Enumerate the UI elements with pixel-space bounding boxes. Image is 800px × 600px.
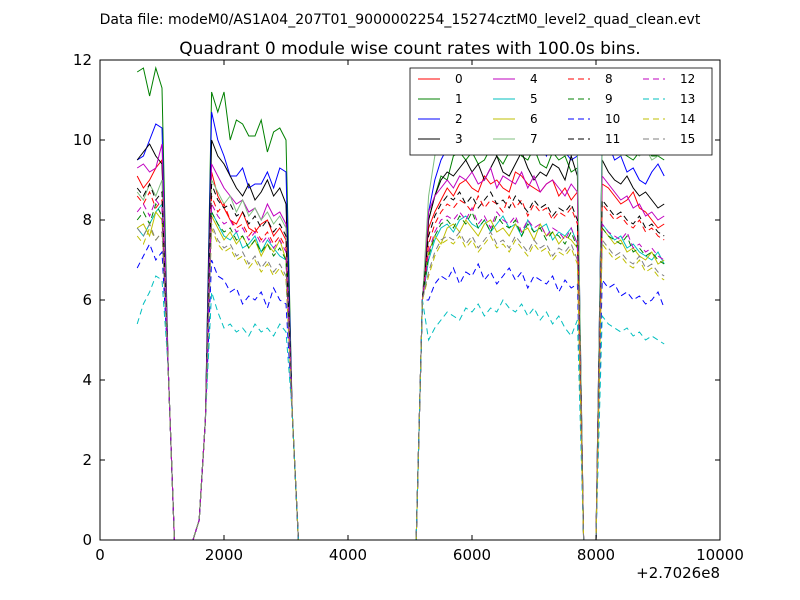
x-tick-label: 2000 <box>205 546 243 564</box>
series-line-13 <box>136 275 665 540</box>
x-tick-label: 10000 <box>696 546 744 564</box>
legend-label-13: 13 <box>680 92 695 106</box>
series-line-14 <box>136 226 665 540</box>
series-line-12 <box>136 198 665 540</box>
legend-label-11: 11 <box>605 132 620 146</box>
series-line-15 <box>136 222 665 540</box>
legend-label-12: 12 <box>680 72 695 86</box>
series-line-1 <box>136 66 665 540</box>
legend-label-4: 4 <box>530 72 538 86</box>
series-layer <box>136 66 665 540</box>
legend-label-7: 7 <box>530 132 538 146</box>
y-tick-label: 8 <box>82 211 92 229</box>
legend-label-2: 2 <box>455 112 463 126</box>
x-tick-label: 8000 <box>577 546 615 564</box>
series-line-11 <box>136 182 665 540</box>
legend-label-10: 10 <box>605 112 620 126</box>
chart-title: Quadrant 0 module wise count rates with … <box>179 39 640 59</box>
series-line-3 <box>136 139 665 540</box>
legend-label-14: 14 <box>680 112 695 126</box>
y-tick-label: 2 <box>82 451 92 469</box>
series-line-9 <box>136 202 665 540</box>
legend-label-15: 15 <box>680 132 695 146</box>
legend-box <box>409 67 713 156</box>
legend-label-6: 6 <box>530 112 538 126</box>
legend-label-5: 5 <box>530 92 538 106</box>
x-tick-label: 0 <box>95 546 105 564</box>
series-line-0 <box>136 158 665 540</box>
y-tick-label: 4 <box>82 371 92 389</box>
legend-label-0: 0 <box>455 72 463 86</box>
legend-label-1: 1 <box>455 92 463 106</box>
x-offset-label: +2.7026e8 <box>636 564 720 582</box>
legend-label-3: 3 <box>455 132 463 146</box>
y-tick-label: 0 <box>82 531 92 549</box>
series-line-4 <box>136 143 665 540</box>
legend-label-8: 8 <box>605 72 613 86</box>
x-tick-label: 6000 <box>453 546 491 564</box>
y-tick-label: 12 <box>73 51 92 69</box>
figure-suptitle: Data file: modeM0/AS1A04_207T01_90000022… <box>100 12 701 28</box>
series-line-2 <box>136 111 665 540</box>
x-tick-label: 4000 <box>329 546 367 564</box>
y-tick-label: 6 <box>82 291 92 309</box>
y-tick-label: 10 <box>73 131 92 149</box>
legend-label-9: 9 <box>605 92 613 106</box>
series-line-8 <box>136 190 665 540</box>
